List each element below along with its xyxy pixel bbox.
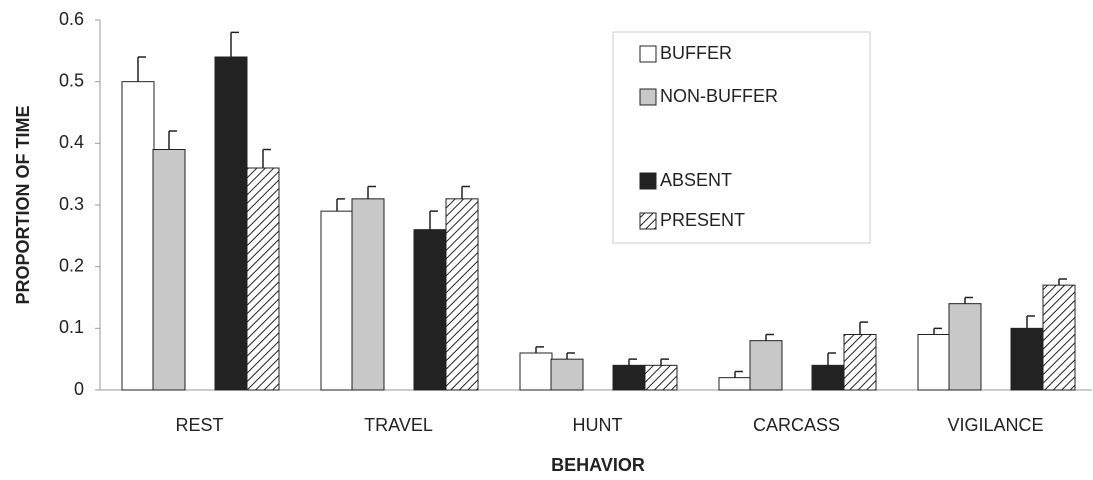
error-bar <box>137 56 146 82</box>
error-bar <box>765 333 774 341</box>
error-bar <box>230 31 239 57</box>
error-bar <box>168 130 177 150</box>
bar <box>811 364 845 391</box>
error-bar <box>933 327 942 335</box>
y-tick-label: 0.3 <box>59 194 84 214</box>
error-bar <box>660 358 669 366</box>
x-tick-label: REST <box>175 415 223 435</box>
error-bar <box>964 296 973 304</box>
bar <box>445 198 479 391</box>
y-tick-label: 0.4 <box>59 132 84 152</box>
bar <box>644 364 678 391</box>
bar <box>320 210 354 391</box>
error-bar <box>336 198 345 212</box>
legend-label: PRESENT <box>660 210 745 230</box>
legend-box <box>612 31 871 244</box>
y-tick-label: 0.5 <box>59 70 84 90</box>
bar <box>152 149 186 391</box>
y-tick-label: 0 <box>74 379 84 399</box>
x-tick-label: TRAVEL <box>364 415 433 435</box>
x-tick-label: VIGILANCE <box>947 415 1043 435</box>
bar <box>948 303 982 391</box>
x-axis-title: BEHAVIOR <box>551 455 645 475</box>
bar <box>612 364 646 391</box>
y-axis-title: PROPORTION OF TIME <box>13 105 33 304</box>
error-bar <box>429 210 438 230</box>
bar <box>121 81 155 391</box>
y-tick-label: 0.6 <box>59 9 84 29</box>
legend-swatch <box>639 212 657 230</box>
legend-swatch <box>639 45 657 63</box>
bar <box>519 352 553 391</box>
error-bar <box>859 321 868 335</box>
bar <box>749 340 783 391</box>
legend-label: ABSENT <box>660 170 732 190</box>
bar <box>214 56 248 391</box>
bar <box>413 229 447 391</box>
error-bar <box>566 352 575 360</box>
legend-label: NON-BUFFER <box>660 86 778 106</box>
legend-swatch <box>639 88 657 106</box>
error-bar <box>367 185 376 199</box>
legend-swatch <box>639 172 657 190</box>
legend-label: BUFFER <box>660 43 732 63</box>
error-bar <box>461 185 470 199</box>
y-tick-label: 0.1 <box>59 317 84 337</box>
bar <box>1042 284 1076 391</box>
bar <box>718 377 752 391</box>
error-bar <box>262 148 271 168</box>
error-bar <box>827 352 836 366</box>
error-bar <box>1026 315 1035 329</box>
bar <box>917 334 951 391</box>
bar <box>246 167 280 391</box>
error-bar <box>1058 278 1067 286</box>
error-bar <box>535 346 544 353</box>
x-tick-label: CARCASS <box>753 415 840 435</box>
error-bar <box>628 358 637 366</box>
error-bar <box>734 370 743 378</box>
bar <box>550 358 584 391</box>
bar <box>351 198 385 391</box>
y-tick-label: 0.2 <box>59 255 84 275</box>
bar <box>1010 327 1044 391</box>
bar <box>843 334 877 391</box>
x-tick-label: HUNT <box>573 415 623 435</box>
